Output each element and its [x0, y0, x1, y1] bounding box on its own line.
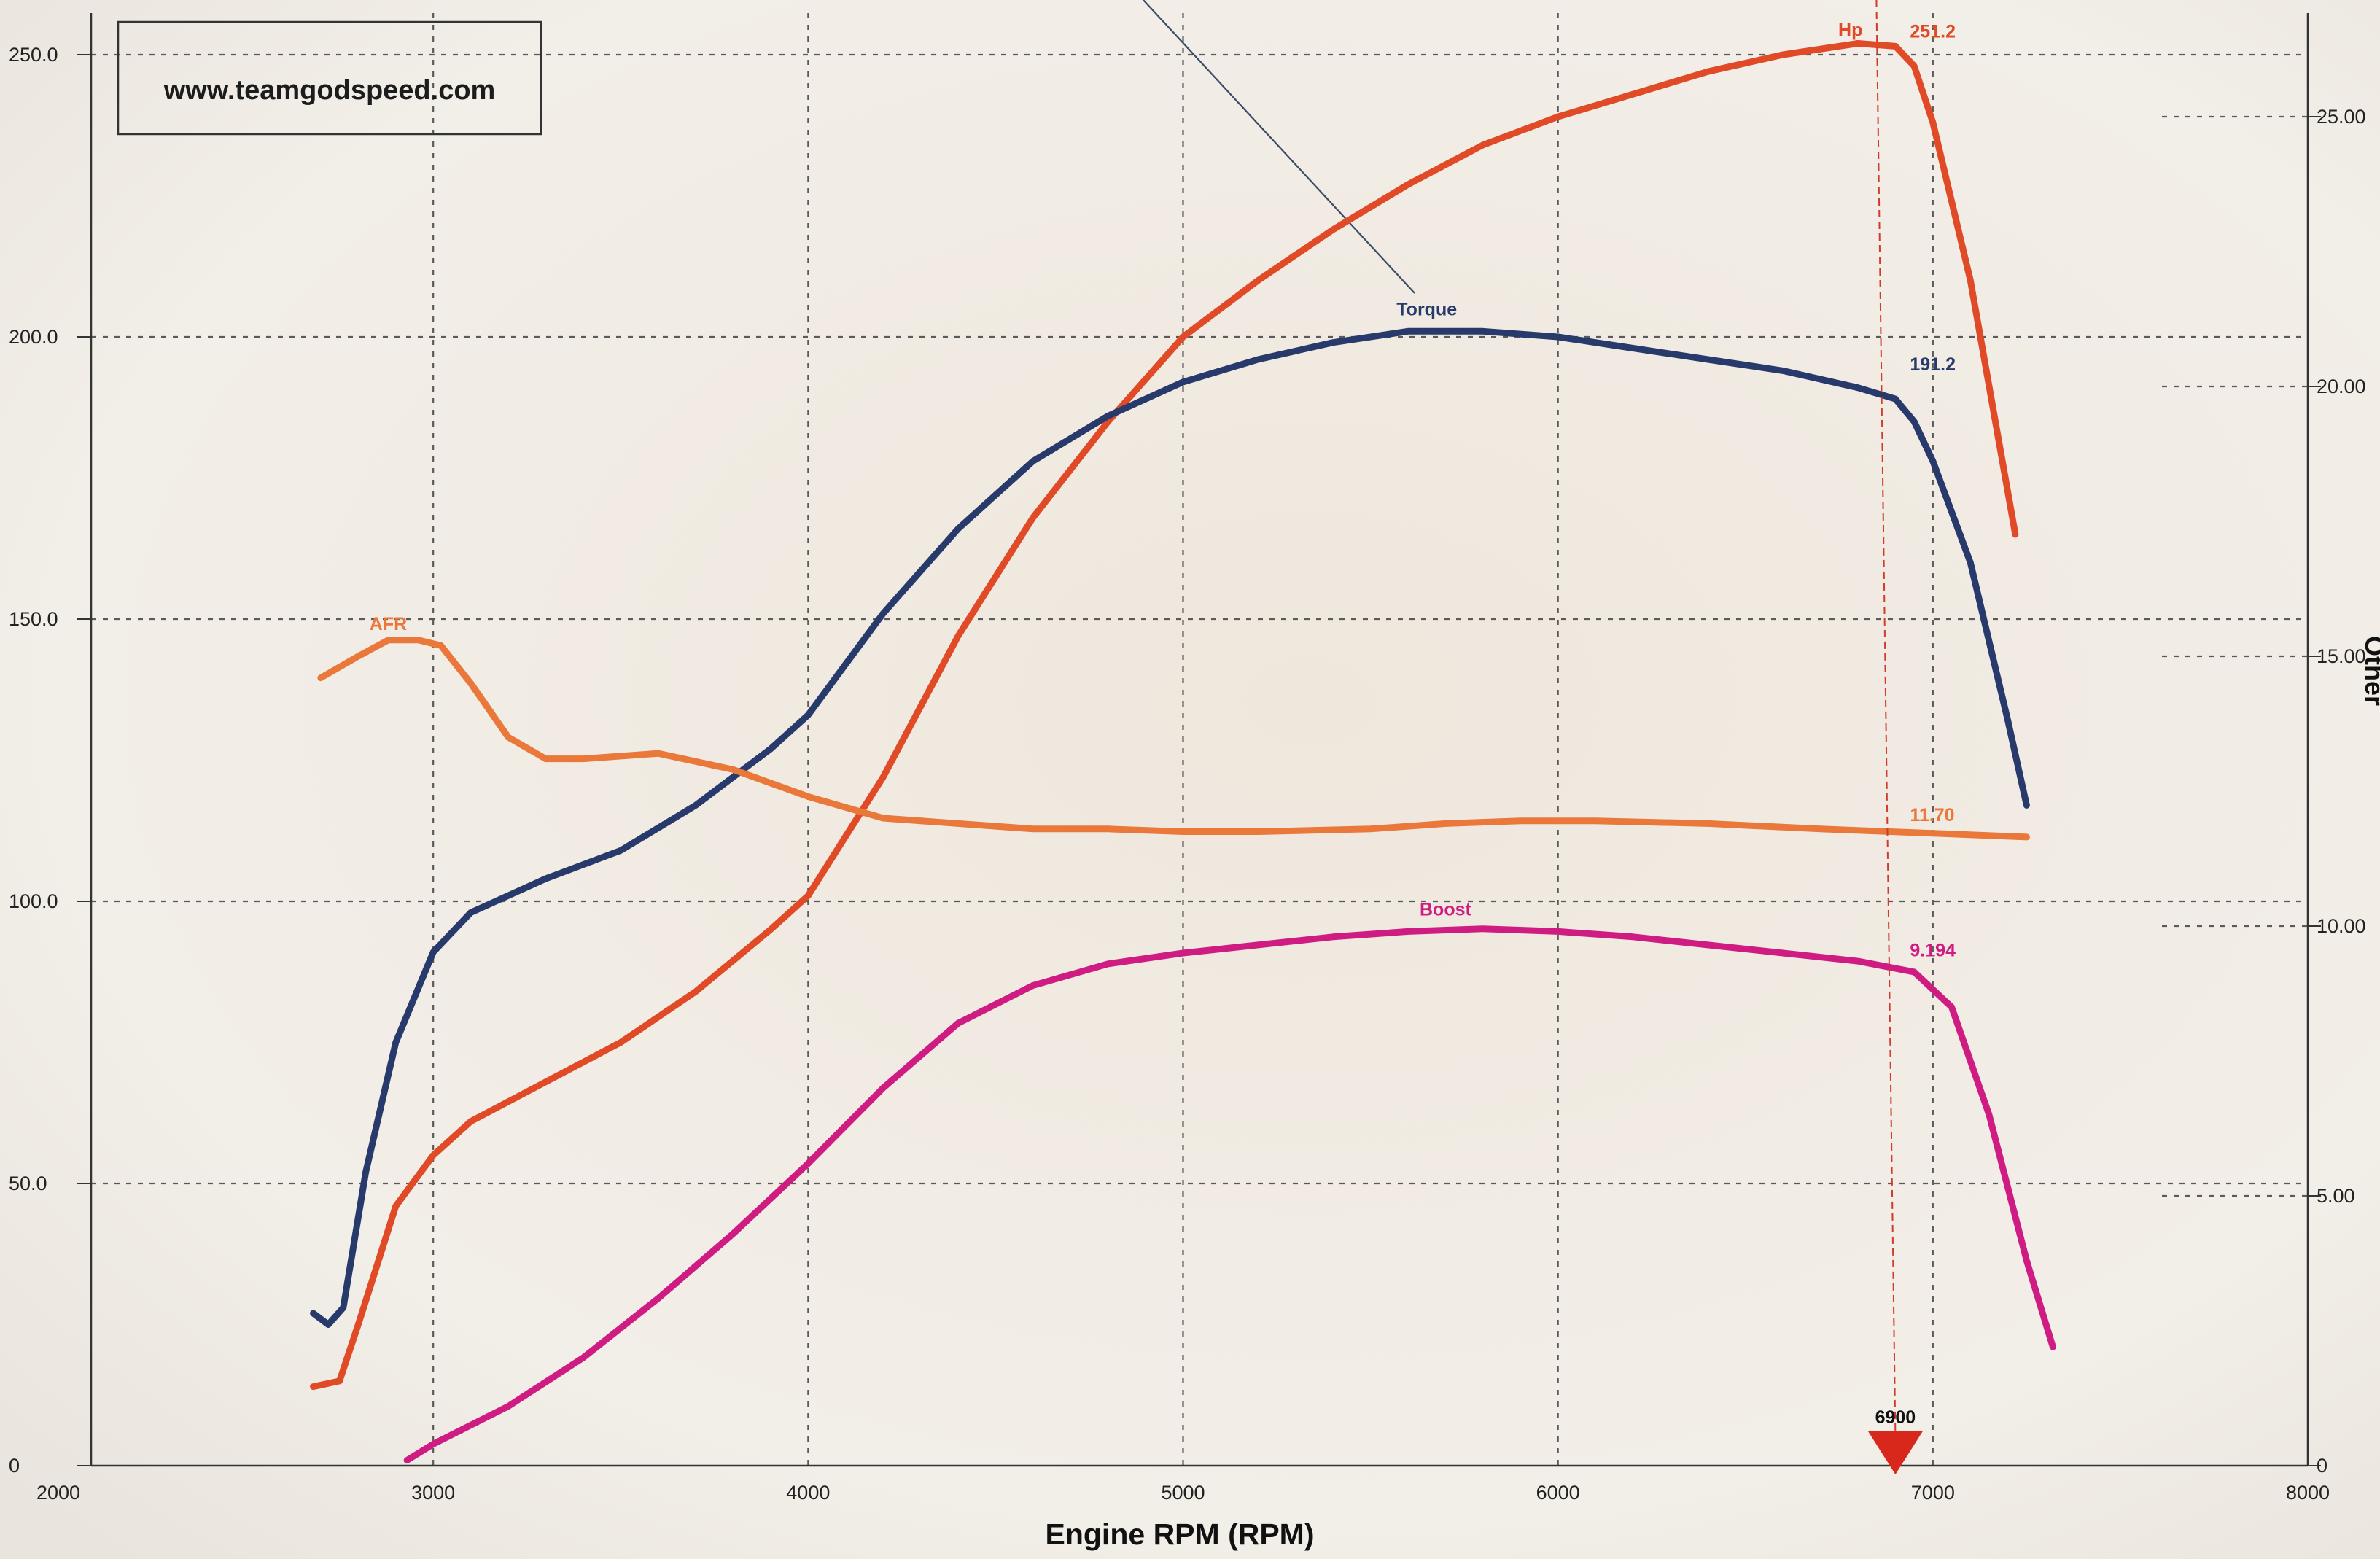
- y-left-tick-label-0: 0: [9, 1455, 20, 1477]
- series-label-hp: Hp: [1838, 20, 1862, 41]
- series: [310, 40, 2056, 1464]
- y-right-axis-title: Other: [2360, 636, 2380, 706]
- x-tick-label-3000: 3000: [411, 1482, 455, 1504]
- y-left-tick-label-50.0: 50.0: [9, 1173, 47, 1194]
- series-label-torque: Torque: [1396, 299, 1457, 319]
- axes: 2000 3000 4000 5000 6000 7000 8000 0 50.0 100.0 15…: [9, 13, 2366, 1504]
- value-label-boost: 9.194: [1910, 941, 1956, 961]
- series-label-boost: Boost: [1420, 900, 1472, 920]
- x-tick-label-6000: 6000: [1536, 1482, 1580, 1504]
- x-tick-label-4000: 4000: [786, 1482, 830, 1504]
- rpm-cursor: 6900: [1867, 0, 1924, 1474]
- x-axis-title: Engine RPM (RPM): [1046, 1517, 1315, 1551]
- x-tick-label-8000: 8000: [2286, 1482, 2330, 1504]
- value-label-torque: 191.2: [1910, 354, 1956, 375]
- series-line-torque: [310, 327, 2030, 1328]
- y-right-tick-label-15.00: 15.00: [2317, 645, 2366, 667]
- series-line-afr: [317, 637, 2030, 841]
- y-right-tick-label-10.00: 10.00: [2317, 915, 2366, 937]
- rpm-cursor-label: 6900: [1875, 1407, 1916, 1428]
- watermark-text: www.teamgodspeed.com: [163, 75, 496, 106]
- y-left-tick-label-100.0: 100.0: [9, 890, 58, 912]
- watermark-box: www.teamgodspeed.com: [117, 20, 542, 136]
- y-left-tick-label-250.0: 250.0: [9, 44, 58, 66]
- y-right-tick-label-25.00: 25.00: [2317, 106, 2366, 128]
- grid: [91, 13, 2308, 1466]
- y-right-tick-label-5.00: 5.00: [2317, 1185, 2355, 1207]
- rpm-cursor-line: [1875, 0, 1897, 1437]
- series-label-afr: AFR: [370, 614, 407, 634]
- x-tick-label-5000: 5000: [1161, 1482, 1205, 1504]
- value-label-afr: 11.70: [1910, 805, 1954, 825]
- series-line-hp: [310, 40, 2019, 1391]
- y-left-tick-label-150.0: 150.0: [9, 608, 58, 630]
- y-left-tick-label-200.0: 200.0: [9, 326, 58, 348]
- x-tick-label-7000: 7000: [1911, 1482, 1955, 1504]
- stylus-line: [1143, 0, 1415, 294]
- series-line-boost: [403, 925, 2056, 1464]
- y-right-tick-label-0: 0: [2317, 1455, 2328, 1477]
- rpm-cursor-marker: [1867, 1431, 1924, 1474]
- value-label-hp: 251.2: [1910, 22, 1956, 42]
- series-labels: Hp 251.2 Torque 191.2 AFR 11.70 Boost 9.194: [370, 20, 1956, 961]
- x-tick-label-2000: 2000: [36, 1482, 80, 1504]
- y-right-tick-label-20.00: 20.00: [2317, 376, 2366, 397]
